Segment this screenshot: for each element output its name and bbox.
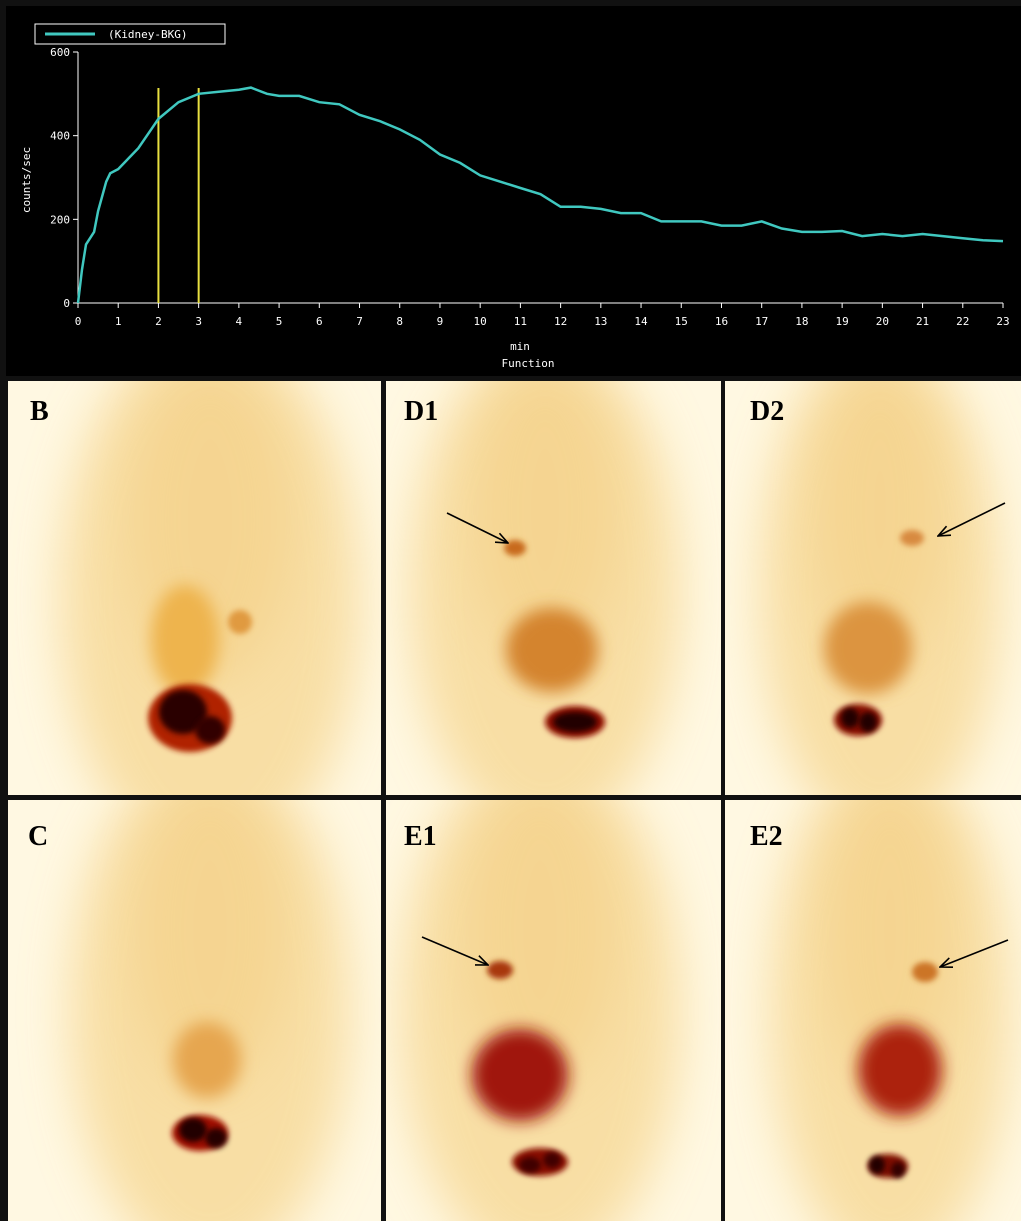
upper-body (463, 800, 617, 1086)
x-tick-label: 13 (594, 315, 607, 328)
panel-label: D1 (404, 396, 438, 427)
x-tick-label: 18 (795, 315, 808, 328)
panel-label: D2 (750, 396, 784, 427)
uptake-spot (824, 602, 912, 694)
x-tick-label: 2 (155, 315, 162, 328)
uptake-spot (869, 1156, 885, 1174)
y-axis-label: counts/sec (20, 147, 33, 213)
x-tick-label: 16 (715, 315, 728, 328)
arrow (938, 502, 1006, 536)
x-tick-label: 9 (437, 315, 444, 328)
uptake-spot (195, 716, 225, 744)
scan-image (386, 800, 721, 1221)
x-tick-label: 6 (316, 315, 323, 328)
y-tick-label: 600 (50, 46, 70, 59)
uptake-spot (841, 708, 859, 728)
uptake-spot (900, 530, 924, 546)
y-tick-label: 0 (63, 297, 70, 310)
x-tick-label: 17 (755, 315, 768, 328)
x-axis-sublabel: Function (502, 357, 555, 370)
x-tick-label: 15 (675, 315, 688, 328)
scan-image (725, 800, 1021, 1221)
uptake-spot (173, 1022, 241, 1098)
uptake-spot (506, 608, 598, 692)
uptake-spot (151, 585, 219, 695)
x-tick-label: 8 (396, 315, 403, 328)
panel-label: E2 (750, 821, 783, 852)
legend-label: (Kidney-BKG) (108, 28, 187, 41)
arrow (446, 512, 508, 543)
uptake-spot (553, 712, 597, 732)
x-tick-label: 10 (474, 315, 487, 328)
uptake-spot (205, 1128, 227, 1148)
uptake-spot (543, 1152, 561, 1168)
arrows (421, 502, 1009, 967)
uptake-spot (858, 1024, 942, 1116)
uptake-spot (912, 962, 938, 982)
panel-label: C (28, 821, 48, 852)
x-tick-label: 5 (276, 315, 283, 328)
x-tick-label: 1 (115, 315, 122, 328)
scan-image (8, 800, 381, 1221)
y-tick-label: 200 (50, 213, 70, 226)
legend-box (34, 23, 226, 45)
panel-label: E1 (404, 821, 437, 852)
arrow (421, 936, 488, 965)
scan-image (386, 381, 721, 795)
uptake-spot (179, 1118, 207, 1142)
x-tick-label: 11 (514, 315, 527, 328)
x-tick-label: 14 (634, 315, 648, 328)
scan-image (725, 381, 1021, 795)
x-tick-label: 12 (554, 315, 567, 328)
x-axis-label: min (510, 340, 530, 353)
legend: (Kidney-BKG) (34, 23, 226, 45)
x-tick-label: 4 (236, 315, 243, 328)
uptake-spot (487, 961, 513, 979)
x-tick-label: 0 (75, 315, 82, 328)
upper-body (133, 800, 287, 1086)
data-line (76, 86, 1004, 304)
x-tick-label: 3 (195, 315, 202, 328)
upper-body (470, 381, 620, 660)
chart-panel (6, 6, 1021, 376)
uptake-spot (472, 1029, 568, 1121)
uptake-spot (859, 712, 877, 732)
x-tick-label: 23 (996, 315, 1009, 328)
scan-panels (8, 381, 1021, 1221)
uptake-spot (891, 1162, 905, 1178)
arrow (940, 939, 1009, 967)
panel-label: B (30, 396, 49, 427)
y-tick-label: 400 (50, 130, 70, 143)
x-tick-label: 20 (876, 315, 889, 328)
uptake-spot (159, 690, 207, 734)
uptake-spot (519, 1157, 541, 1173)
uptake-spot (228, 610, 252, 634)
x-tick-label: 19 (836, 315, 849, 328)
scan-image (8, 381, 381, 795)
upper-body (824, 800, 956, 1086)
uptake-spot (504, 540, 526, 556)
x-tick-label: 22 (956, 315, 969, 328)
x-tick-label: 7 (356, 315, 363, 328)
upper-body (814, 381, 946, 660)
x-tick-label: 21 (916, 315, 929, 328)
